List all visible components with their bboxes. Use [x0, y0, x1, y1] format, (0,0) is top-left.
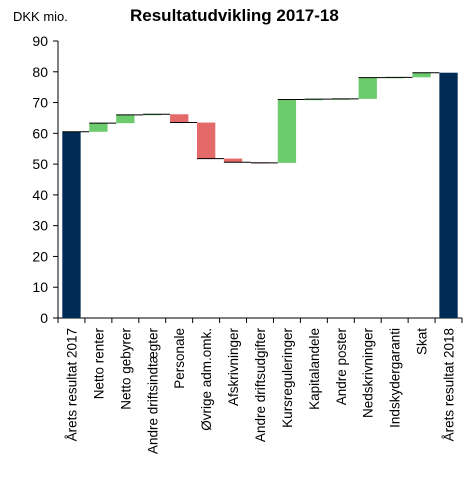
bar-7-decrease — [223, 158, 243, 163]
y-tick-label: 40 — [32, 187, 48, 203]
bar-1-total — [62, 131, 81, 318]
bar-3-increase — [116, 114, 135, 124]
x-category-label: Kursreguleringer — [280, 328, 295, 428]
bar-9-increase — [277, 99, 297, 163]
y-tick-label: 0 — [40, 310, 48, 326]
x-category-label: Skat — [415, 328, 430, 355]
y-axis-unit-label: DKK mio. — [13, 9, 68, 24]
bar-12-increase — [358, 77, 377, 99]
y-tick-label: 50 — [32, 156, 48, 172]
x-category-label: Netto gebyrer — [118, 328, 133, 410]
x-category-label: Nedskrivninger — [361, 328, 376, 419]
chart-title: Resultatudvikling 2017-18 — [130, 6, 339, 25]
bar-2-increase — [89, 123, 108, 132]
x-category-label: Kapitalandele — [307, 328, 322, 410]
x-category-label: Personale — [172, 328, 187, 389]
x-category-label: Årets resultat 2017 — [64, 328, 79, 441]
bar-14-increase — [412, 72, 431, 78]
y-tick-label: 70 — [32, 95, 48, 111]
x-category-label: Andre driftsudgifter — [253, 328, 268, 443]
y-tick-label: 20 — [32, 248, 48, 264]
y-tick-label: 60 — [32, 125, 48, 141]
x-category-label: Øvrige adm.omk. — [199, 328, 214, 431]
x-category-label: Andre poster — [334, 327, 349, 405]
x-category-label: Indskydergaranti — [388, 328, 403, 428]
y-tick-label: 10 — [32, 279, 48, 295]
x-category-label: Netto renter — [91, 328, 106, 400]
y-tick-label: 90 — [32, 33, 48, 49]
bar-5-decrease — [170, 114, 189, 123]
x-category-label: Andre driftsindtægter — [145, 327, 160, 454]
y-tick-label: 80 — [32, 64, 48, 80]
x-category-label: Afskrivninger — [226, 327, 241, 406]
y-tick-label: 30 — [32, 218, 48, 234]
bar-15-total — [439, 72, 458, 318]
x-category-label: Årets resultat 2018 — [442, 328, 457, 441]
bar-6-decrease — [196, 122, 216, 159]
